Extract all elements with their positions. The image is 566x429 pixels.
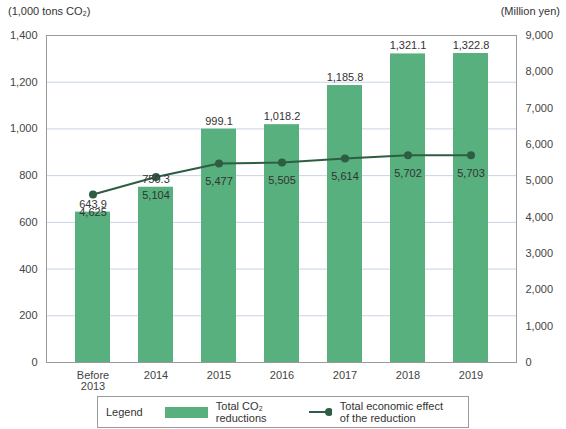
svg-text:5,703: 5,703 bbox=[457, 167, 485, 179]
svg-text:6,000: 6,000 bbox=[526, 138, 554, 150]
svg-text:4,625: 4,625 bbox=[79, 206, 107, 218]
html-text:(1,000 tons CO₂): (1,000 tons CO₂) bbox=[8, 5, 91, 17]
svg-text:1,200: 1,200 bbox=[10, 76, 38, 88]
svg-text:3,000: 3,000 bbox=[526, 247, 554, 259]
svg-text:5,000: 5,000 bbox=[526, 174, 554, 186]
svg-text:1,321.1: 1,321.1 bbox=[390, 39, 427, 51]
svg-text:400: 400 bbox=[19, 263, 37, 275]
html-text:Legend: Legend bbox=[106, 406, 143, 418]
svg-text:200: 200 bbox=[19, 309, 37, 321]
svg-text:2019: 2019 bbox=[459, 369, 483, 381]
svg-text:0: 0 bbox=[31, 356, 37, 368]
svg-text:1,322.8: 1,322.8 bbox=[453, 39, 490, 51]
svg-text:1,400: 1,400 bbox=[10, 29, 38, 41]
svg-text:2015: 2015 bbox=[207, 369, 231, 381]
svg-text:9,000: 9,000 bbox=[526, 29, 554, 41]
svg-text:1,018.2: 1,018.2 bbox=[264, 110, 301, 122]
svg-text:1,000: 1,000 bbox=[526, 320, 554, 332]
svg-text:1,185.8: 1,185.8 bbox=[327, 71, 364, 83]
svg-text:643.9: 643.9 bbox=[79, 197, 107, 210]
svg-text:1,000: 1,000 bbox=[10, 122, 38, 134]
svg-text:4,000: 4,000 bbox=[526, 211, 554, 223]
svg-text:2,000: 2,000 bbox=[526, 283, 554, 295]
svg-text:5,614: 5,614 bbox=[331, 170, 359, 182]
svg-text:2017: 2017 bbox=[333, 369, 357, 381]
svg-text:5,104: 5,104 bbox=[142, 189, 170, 201]
svg-text:750.3: 750.3 bbox=[142, 173, 170, 185]
svg-text:2016: 2016 bbox=[270, 369, 294, 381]
svg-text:8,000: 8,000 bbox=[526, 65, 554, 77]
svg-text:600: 600 bbox=[19, 216, 37, 228]
html-text:Total economic effect of the r: Total economic effect of the reduction bbox=[339, 400, 443, 424]
svg-text:999.1: 999.1 bbox=[205, 115, 233, 127]
html-text:(Million yen): (Million yen) bbox=[500, 5, 560, 17]
svg-text:5,505: 5,505 bbox=[268, 174, 296, 186]
svg-text:0: 0 bbox=[526, 356, 532, 368]
svg-text:Before2013: Before2013 bbox=[77, 369, 109, 392]
svg-text:7,000: 7,000 bbox=[526, 102, 554, 114]
svg-text:800: 800 bbox=[19, 169, 37, 181]
svg-text:2014: 2014 bbox=[144, 369, 168, 381]
svg-text:2018: 2018 bbox=[396, 369, 420, 381]
svg-text:5,702: 5,702 bbox=[394, 167, 422, 179]
svg-text:5,477: 5,477 bbox=[205, 175, 233, 187]
html-text:Total CO₂ reductions: Total CO₂ reductions bbox=[215, 400, 267, 424]
